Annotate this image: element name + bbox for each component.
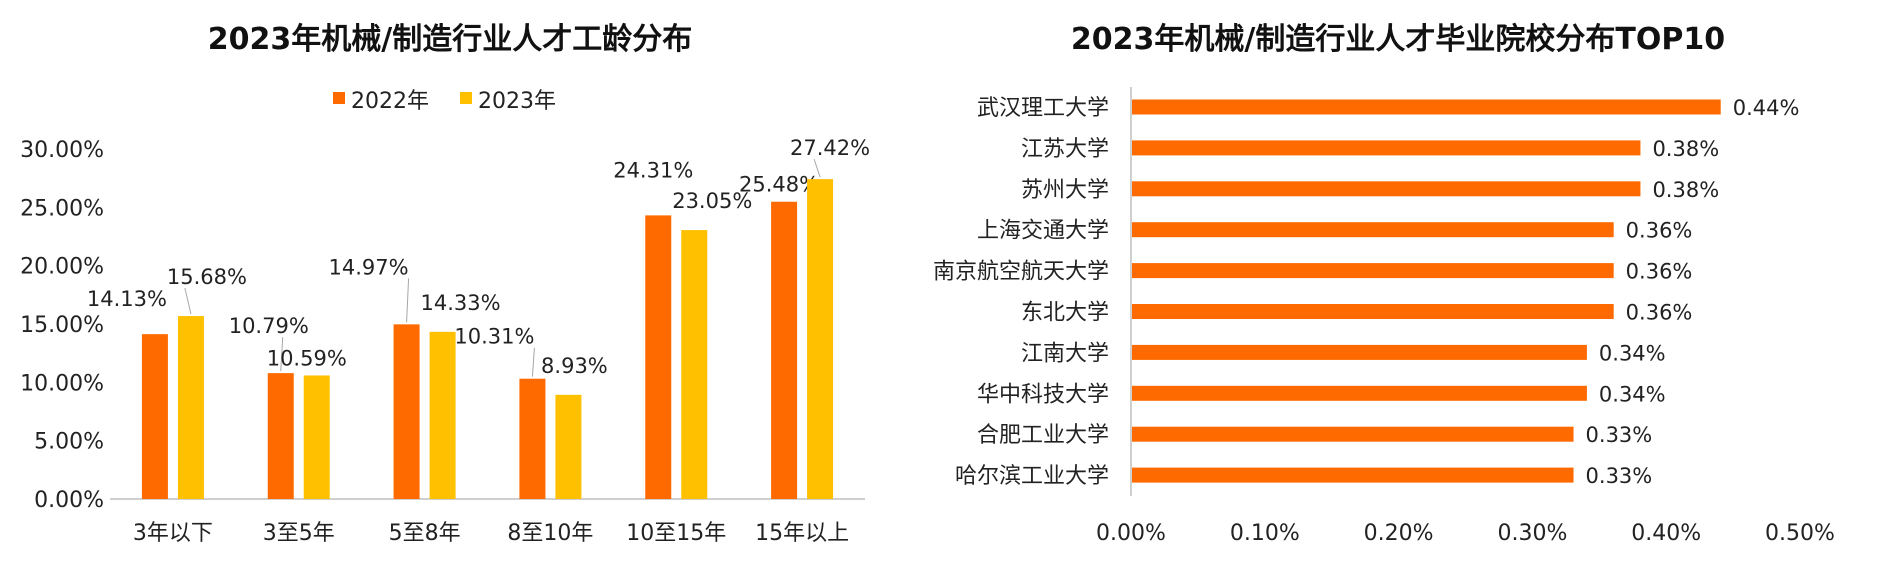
data-label: 8.93% — [541, 354, 608, 378]
school-bar-chart: 武汉理工大学 0.44% 江苏大学 0.38% 苏州大学 0.38% 上海交通大学 0.36%… — [933, 87, 1835, 546]
data-label: 0.33% — [1586, 423, 1653, 447]
bar-2023 — [681, 230, 708, 500]
school-chart-panel: 2023年机械/制造行业人才毕业院校分布TOP10 武汉理工大学 0.44% 江苏大… — [900, 0, 1896, 574]
bar-2022 — [519, 378, 546, 499]
x-tick-label: 0.30% — [1497, 521, 1567, 546]
bar — [1132, 467, 1574, 483]
bar-2023 — [807, 179, 834, 499]
data-label-leader — [280, 337, 284, 372]
x-tick-label: 3年以下 — [133, 521, 213, 546]
y-tick-label: 苏州大学 — [1021, 178, 1109, 203]
y-tick-label: 20.00% — [20, 255, 104, 280]
y-tick-label: 华中科技大学 — [977, 382, 1109, 407]
x-tick-label: 10至15年 — [626, 521, 726, 546]
legend-swatch — [460, 92, 472, 104]
y-tick-label: 合肥工业大学 — [977, 423, 1109, 448]
bar — [1132, 99, 1721, 115]
data-label: 0.36% — [1626, 301, 1693, 325]
tenure-chart-title: 2023年机械/制造行业人才工龄分布 — [207, 22, 693, 57]
bar — [1132, 426, 1574, 442]
y-tick-label: 25.00% — [20, 196, 104, 221]
bar — [1132, 344, 1587, 360]
data-label: 14.33% — [421, 291, 501, 315]
data-label: 0.38% — [1652, 178, 1719, 202]
data-label: 10.79% — [229, 314, 309, 338]
data-label: 25.48% — [739, 173, 819, 197]
data-label: 27.42% — [790, 136, 870, 160]
bar-2022 — [393, 324, 420, 499]
x-tick-label: 0.10% — [1230, 521, 1300, 546]
bar — [1132, 304, 1614, 319]
data-label: 0.36% — [1626, 260, 1693, 284]
tenure-bar-chart: 0.00% 5.00% 10.00% 15.00% 20.00% 25.00% 30.00%… — [20, 89, 870, 546]
school-chart-title: 2023年机械/制造行业人才毕业院校分布TOP10 — [1070, 22, 1726, 57]
data-label-leader — [531, 347, 535, 377]
bar — [1132, 181, 1641, 197]
data-label: 23.05% — [672, 189, 752, 213]
bar-2023 — [429, 331, 456, 499]
y-tick-label: 0.00% — [34, 488, 104, 513]
y-tick-label: 30.00% — [20, 138, 104, 163]
bar-2023 — [177, 316, 204, 499]
x-tick-label: 0.40% — [1631, 521, 1701, 546]
data-label: 0.34% — [1599, 382, 1666, 406]
bar-2022 — [141, 334, 168, 499]
data-label: 0.38% — [1652, 137, 1719, 161]
data-label-leader — [813, 158, 821, 178]
data-label-leader — [184, 287, 192, 315]
x-tick-label: 8至10年 — [507, 521, 593, 546]
legend-label: 2022年 — [351, 89, 429, 114]
y-tick-label: 5.00% — [34, 430, 104, 455]
x-tick-label: 15年以上 — [755, 521, 849, 546]
legend-label: 2023年 — [478, 89, 556, 114]
bar — [1132, 385, 1587, 401]
data-label: 14.97% — [329, 255, 409, 279]
y-tick-label: 江苏大学 — [1021, 137, 1109, 162]
data-label: 10.31% — [454, 325, 534, 349]
data-label: 10.59% — [267, 346, 347, 370]
y-tick-label: 南京航空航天大学 — [933, 260, 1109, 285]
bar — [1132, 140, 1641, 156]
bar-2022 — [645, 215, 672, 499]
bar-2023 — [303, 375, 330, 499]
y-tick-label: 武汉理工大学 — [977, 96, 1109, 121]
y-tick-label: 上海交通大学 — [977, 219, 1109, 244]
data-label: 0.34% — [1599, 341, 1666, 365]
x-tick-label: 5至8年 — [389, 521, 461, 546]
data-label: 0.33% — [1586, 464, 1653, 488]
data-label-leader — [406, 278, 410, 323]
bar — [1132, 263, 1614, 279]
legend: 2022年 2023年 — [333, 89, 556, 114]
tenure-chart-panel: 2023年机械/制造行业人才工龄分布 0.00% 5.00% 10.00% 15.00… — [0, 0, 900, 574]
data-label: 0.36% — [1626, 219, 1693, 243]
legend-swatch — [333, 92, 345, 104]
y-tick-label: 15.00% — [20, 313, 104, 338]
y-tick-label: 东北大学 — [1021, 301, 1109, 326]
bar-2022 — [771, 201, 798, 499]
x-tick-label: 3至5年 — [263, 521, 335, 546]
x-tick-label: 0.00% — [1096, 521, 1166, 546]
y-tick-label: 10.00% — [20, 371, 104, 396]
data-label: 15.68% — [167, 265, 247, 289]
x-tick-label: 0.20% — [1364, 521, 1434, 546]
y-tick-label: 江南大学 — [1021, 341, 1109, 366]
data-label: 14.13% — [87, 287, 167, 311]
bar — [1132, 222, 1614, 238]
y-tick-label: 哈尔滨工业大学 — [955, 464, 1109, 489]
x-tick-label: 0.50% — [1765, 521, 1835, 546]
bar-2022 — [267, 373, 294, 499]
data-label: 24.31% — [613, 158, 693, 182]
data-label: 0.44% — [1733, 96, 1800, 120]
bar-2023 — [555, 394, 582, 499]
